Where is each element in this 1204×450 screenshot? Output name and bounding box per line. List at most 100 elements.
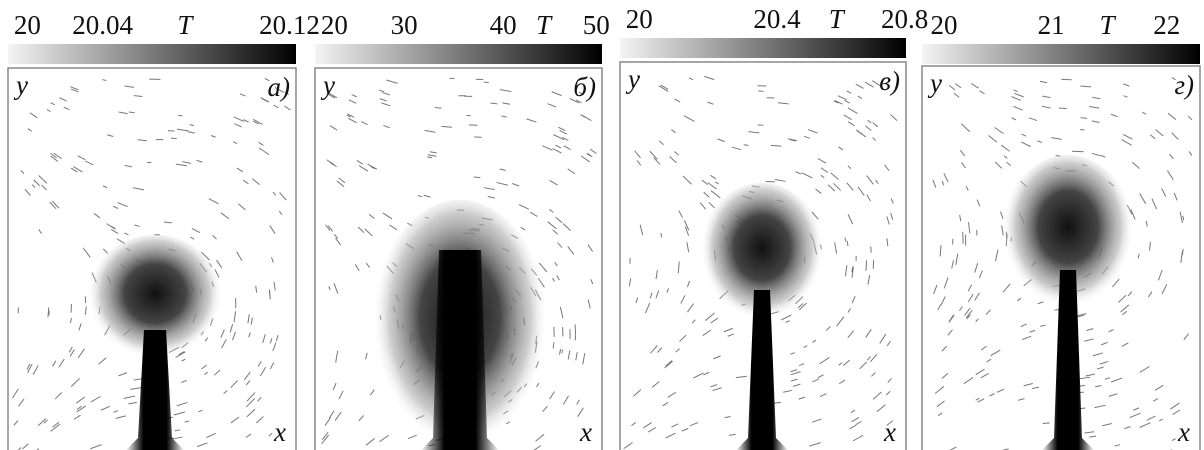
flow-arrow — [54, 392, 63, 400]
flow-arrow — [844, 237, 847, 242]
flow-arrow — [549, 209, 554, 213]
flow-arrow — [679, 334, 687, 342]
flow-arrow — [370, 166, 375, 170]
flow-arrow — [555, 144, 562, 149]
flow-arrow — [710, 384, 718, 388]
flow-arrow — [336, 180, 345, 188]
flow-arrow — [1021, 141, 1031, 148]
flow-arrow — [1173, 192, 1178, 201]
colorbar — [620, 38, 906, 58]
flow-arrow — [1141, 111, 1147, 115]
flow-arrow — [677, 261, 680, 274]
flow-arrow — [628, 278, 632, 287]
flow-arrow — [369, 389, 375, 396]
flow-arrow — [590, 279, 594, 285]
flow-arrow — [1006, 161, 1012, 167]
flow-arrow — [941, 345, 948, 352]
flow-arrow — [382, 212, 393, 220]
flow-arrow — [269, 362, 275, 370]
flow-arrow — [250, 317, 253, 325]
flow-arrow — [1121, 342, 1129, 347]
flow-arrow — [554, 262, 558, 267]
flow-arrow — [1137, 253, 1140, 259]
flow-arrow — [790, 369, 798, 373]
flow-arrow — [70, 378, 81, 387]
flow-arrow — [52, 360, 57, 367]
flow-arrow — [820, 167, 829, 173]
flow-arrow — [563, 145, 571, 151]
scale-label: 22 — [1153, 10, 1180, 40]
flow-arrow — [557, 242, 563, 248]
flow-arrow — [50, 102, 56, 106]
flow-arrow — [324, 417, 331, 426]
flow-arrow — [1152, 398, 1159, 402]
flow-arrow — [864, 81, 874, 88]
flow-arrow — [884, 164, 890, 172]
flow-arrow — [959, 149, 966, 157]
flow-arrow — [335, 237, 342, 246]
flow-arrow — [77, 155, 86, 161]
flow-arrow — [556, 275, 560, 281]
flow-arrow — [959, 306, 963, 312]
flow-arrow — [708, 201, 715, 209]
flow-arrow — [85, 160, 94, 166]
flow-arrow — [346, 114, 351, 118]
flow-arrow — [943, 173, 949, 183]
flow-arrow — [941, 180, 945, 186]
flow-arrow — [723, 327, 733, 333]
flow-arrow — [710, 190, 721, 199]
flow-arrow — [118, 372, 128, 377]
flow-arrow — [844, 99, 850, 104]
flow-arrow — [980, 345, 987, 351]
flow-arrow — [1166, 170, 1174, 180]
flow-arrow — [948, 314, 955, 323]
flow-arrow — [712, 387, 722, 392]
flow-arrow — [875, 179, 879, 185]
flow-arrow — [245, 433, 252, 438]
flow-arrow — [967, 222, 971, 234]
flow-arrow — [871, 80, 882, 87]
flow-arrow — [553, 134, 565, 141]
flow-arrow — [1122, 310, 1128, 316]
flow-arrow — [933, 284, 938, 295]
flow-arrow — [1039, 80, 1048, 84]
flow-arrow — [33, 179, 41, 187]
flow-arrow — [967, 293, 974, 303]
flow-arrow — [474, 136, 482, 138]
flow-arrow — [559, 306, 564, 319]
flow-arrow — [575, 99, 582, 104]
flow-arrow — [790, 371, 801, 376]
flow-arrow — [586, 152, 593, 158]
flow-arrow — [1158, 418, 1163, 422]
flow-arrow — [623, 442, 633, 450]
flow-arrow — [182, 161, 191, 164]
flow-arrow — [1172, 409, 1181, 416]
flow-arrow — [264, 78, 270, 82]
flow-arrow — [655, 290, 660, 299]
flow-arrow — [855, 129, 867, 138]
flow-arrow — [1145, 220, 1148, 227]
flow-arrow — [886, 420, 894, 426]
scale-label: 20 — [626, 4, 653, 34]
flow-arrow — [836, 316, 845, 327]
flow-arrow — [124, 85, 134, 88]
flow-arrow — [1013, 105, 1023, 111]
flow-arrow — [975, 318, 979, 323]
flow-arrow — [872, 122, 879, 128]
flow-arrow — [269, 225, 276, 234]
flow-arrow — [382, 92, 390, 96]
flow-arrow — [252, 120, 260, 125]
flow-arrow — [1003, 155, 1008, 159]
flow-arrow — [204, 371, 208, 375]
flow-arrow — [128, 401, 137, 405]
flow-arrow — [961, 161, 966, 169]
flow-arrow — [561, 349, 564, 354]
flow-arrow — [660, 84, 669, 90]
flow-arrow — [1078, 313, 1087, 316]
y-axis-label: y — [320, 70, 335, 100]
flow-arrow — [1042, 422, 1050, 425]
flow-arrow — [650, 344, 658, 354]
flow-arrow — [1028, 117, 1038, 122]
flow-arrow — [976, 199, 981, 207]
